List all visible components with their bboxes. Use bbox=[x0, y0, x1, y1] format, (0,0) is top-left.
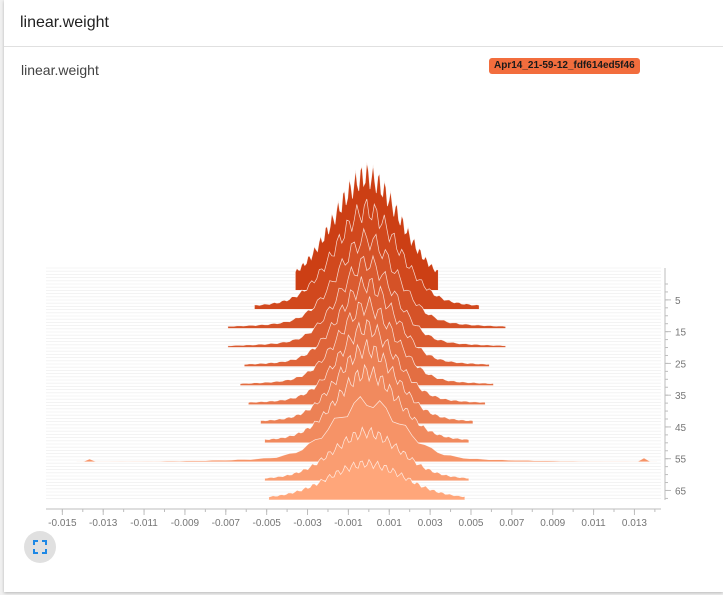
x-tick-label: -0.011 bbox=[130, 518, 158, 529]
histogram-card: linear.weight linear.weight Apr14_21-59-… bbox=[4, 0, 723, 592]
x-tick-label: 0.001 bbox=[377, 518, 402, 529]
fullscreen-button[interactable] bbox=[24, 531, 56, 563]
x-tick-label: 0.005 bbox=[458, 518, 483, 529]
run-badge: Apr14_21-59-12_fdf614ed5f46 bbox=[489, 58, 640, 74]
y-tick-label: 55 bbox=[675, 455, 687, 466]
x-tick-label: -0.013 bbox=[89, 518, 118, 529]
x-tick-label: -0.003 bbox=[293, 518, 322, 529]
x-tick-label: 0.003 bbox=[418, 518, 443, 529]
histogram-ridge bbox=[264, 363, 470, 444]
x-tick-label: 0.007 bbox=[499, 518, 524, 529]
x-tick-label: -0.007 bbox=[212, 518, 241, 529]
histogram-ridge bbox=[264, 426, 470, 482]
x-tick-label: 0.011 bbox=[581, 518, 606, 529]
y-tick-label: 25 bbox=[675, 359, 687, 370]
x-tick-label: -0.005 bbox=[252, 518, 281, 529]
x-tick-label: -0.009 bbox=[171, 518, 200, 529]
x-tick-label: -0.015 bbox=[48, 518, 77, 529]
x-tick-label: 0.009 bbox=[540, 518, 565, 529]
y-tick-label: 35 bbox=[675, 391, 687, 402]
fullscreen-icon bbox=[33, 540, 47, 554]
histogram-ridge bbox=[268, 458, 466, 501]
histogram-ridge bbox=[76, 396, 658, 463]
card-header-title: linear.weight bbox=[20, 14, 109, 31]
card-header[interactable]: linear.weight bbox=[4, 0, 723, 47]
y-tick-label: 5 bbox=[675, 296, 681, 307]
plot-title: linear.weight bbox=[21, 62, 99, 78]
y-tick-label: 65 bbox=[675, 486, 687, 497]
x-tick-label: -0.001 bbox=[334, 518, 363, 529]
histogram-plot: -0.015 -0.013 -0.011 -0.009 -0.007 -0.005 -0.0… bbox=[46, 161, 687, 529]
y-tick-label: 15 bbox=[675, 328, 687, 339]
y-tick-label: 45 bbox=[675, 423, 687, 434]
x-tick-label: 0.013 bbox=[622, 518, 647, 529]
